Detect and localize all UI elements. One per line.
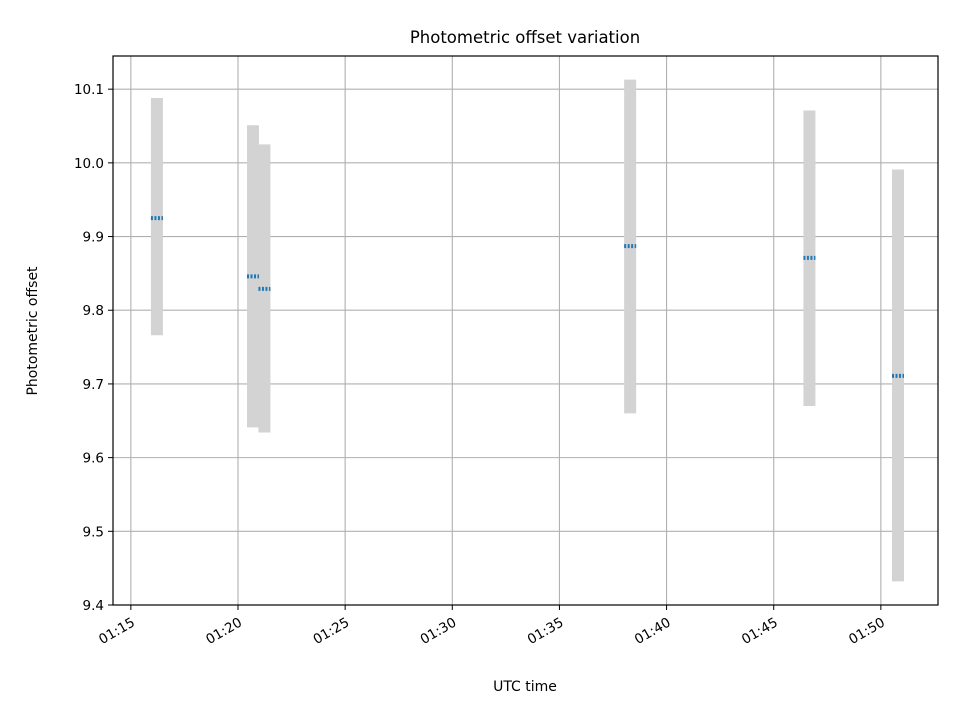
y-axis-ticks: 9.4 9.5 9.6 9.7 9.8 9.9 10.0 10.1 [74,82,113,614]
y-tick-label: 9.5 [83,524,104,540]
data-markers [150,216,904,378]
error-bars [150,79,904,582]
y-tick-label: 10.0 [74,156,104,172]
chart-title: Photometric offset variation [410,28,640,47]
y-tick-label: 10.1 [74,82,104,98]
y-axis-label: Photometric offset [25,266,41,396]
y-tick-label: 9.8 [83,303,104,319]
plot-frame [112,55,939,606]
x-axis-label: UTC time [493,679,557,695]
y-tick-label: 9.6 [83,451,104,467]
y-tick-label: 9.7 [83,377,104,393]
y-tick-label: 9.4 [83,598,104,614]
y-tick-label: 9.9 [83,230,104,246]
